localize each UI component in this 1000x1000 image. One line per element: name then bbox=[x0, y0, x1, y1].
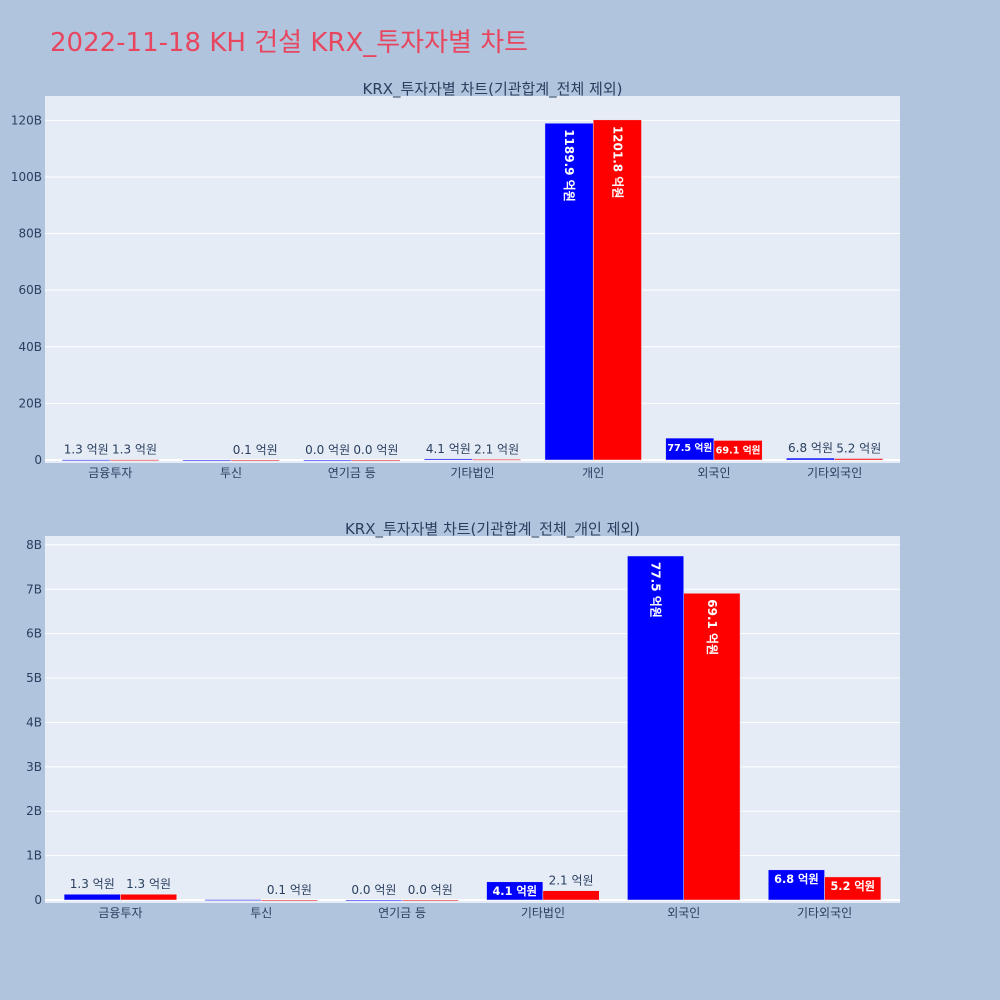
bar bbox=[110, 459, 159, 461]
y-tick-label: 20B bbox=[18, 396, 42, 410]
data-label: 1.3 억원 bbox=[126, 877, 171, 891]
x-tick-label: 개인 bbox=[582, 466, 604, 480]
x-tick-label: 외국인 bbox=[697, 466, 730, 480]
data-label: 1.3 억원 bbox=[64, 443, 109, 457]
data-label: 6.8 억원 bbox=[788, 441, 833, 455]
data-label: 5.2 억원 bbox=[830, 879, 875, 893]
chart-2: 0 1B 2B 3B 4B 5B 6B 7B 8B KRX_투자자별 차트(기관합계_전체_개인 … bbox=[26, 520, 900, 920]
x-tick-label: 금융투자 bbox=[98, 906, 142, 920]
data-label: 1201.8 억원 bbox=[610, 126, 624, 199]
data-label: 5.2 억원 bbox=[836, 442, 881, 456]
bar bbox=[542, 890, 600, 901]
bar bbox=[120, 893, 177, 901]
y-tick-label: 0 bbox=[34, 453, 42, 467]
data-label: 2.1 억원 bbox=[549, 874, 594, 888]
data-label: 4.1 억원 bbox=[492, 884, 537, 898]
y-tick-label: 0 bbox=[34, 893, 42, 907]
x-tick-label: 투신 bbox=[250, 906, 272, 920]
data-label: 69.1 억원 bbox=[716, 444, 761, 456]
x-tick-label: 금융투자 bbox=[88, 466, 132, 480]
plot-area bbox=[45, 536, 900, 903]
data-label: 77.5 억원 bbox=[667, 442, 712, 454]
bar bbox=[423, 458, 473, 461]
chart-1: 0 20B 40B 60B 80B 100B 120B KRX_투자자별 차트(기관합계_전체… bbox=[11, 80, 900, 480]
data-label: 1.3 억원 bbox=[70, 877, 115, 891]
y-tick-label: 5B bbox=[26, 671, 42, 685]
chart-title: KRX_투자자별 차트(기관합계_전체_개인 제외) bbox=[345, 520, 640, 539]
bar bbox=[627, 555, 685, 901]
data-label: 0.1 억원 bbox=[267, 883, 312, 897]
y-tick-label: 6B bbox=[26, 627, 42, 641]
x-tick-label: 기타외국인 bbox=[797, 906, 852, 920]
bar bbox=[834, 458, 884, 461]
y-tick-label: 100B bbox=[11, 170, 42, 184]
bar bbox=[824, 876, 882, 901]
x-tick-label: 연기금 등 bbox=[378, 906, 426, 920]
x-tick-label: 연기금 등 bbox=[328, 466, 376, 480]
y-tick-label: 1B bbox=[26, 849, 42, 863]
bar bbox=[303, 459, 353, 462]
y-tick-label: 8B bbox=[26, 538, 42, 552]
y-tick-label: 80B bbox=[18, 227, 42, 241]
data-label: 4.1 억원 bbox=[426, 442, 471, 456]
x-tick-label: 투신 bbox=[220, 466, 242, 480]
data-label: 1189.9 억원 bbox=[562, 129, 576, 202]
bar bbox=[230, 459, 280, 462]
chart-title: KRX_투자자별 차트(기관합계_전체 제외) bbox=[363, 80, 623, 99]
bar bbox=[345, 899, 403, 902]
data-label: 69.1 억원 bbox=[705, 599, 719, 655]
bar bbox=[63, 893, 121, 901]
y-tick-label: 4B bbox=[26, 715, 42, 729]
bar bbox=[61, 459, 111, 461]
bar bbox=[592, 119, 642, 461]
y-tick-label: 120B bbox=[11, 113, 42, 127]
data-label: 1.3 억원 bbox=[112, 443, 157, 457]
bar bbox=[713, 440, 763, 461]
y-tick-label: 2B bbox=[26, 804, 42, 818]
x-tick-label: 기타법인 bbox=[521, 906, 565, 920]
bar bbox=[261, 899, 318, 902]
bar bbox=[544, 122, 594, 461]
x-tick-label: 기타외국인 bbox=[807, 466, 862, 480]
data-label: 0.0 억원 bbox=[351, 883, 396, 897]
data-label: 0.0 억원 bbox=[353, 443, 398, 457]
plot-area bbox=[45, 96, 900, 463]
y-tick-label: 7B bbox=[26, 582, 42, 596]
y-tick-label: 40B bbox=[18, 340, 42, 354]
y-tick-label: 60B bbox=[18, 283, 42, 297]
bar bbox=[401, 899, 459, 902]
data-label: 0.1 억원 bbox=[233, 443, 278, 457]
y-tick-label: 3B bbox=[26, 760, 42, 774]
bar bbox=[683, 593, 741, 901]
x-tick-label: 기타법인 bbox=[450, 466, 494, 480]
bar bbox=[204, 899, 262, 901]
bar bbox=[472, 459, 522, 461]
x-tick-label: 외국인 bbox=[667, 906, 700, 920]
page-title: 2022-11-18 KH 건설 KRX_투자자별 차트 bbox=[50, 28, 529, 58]
bar bbox=[351, 459, 401, 462]
data-label: 77.5 억원 bbox=[649, 562, 663, 618]
data-label: 0.0 억원 bbox=[305, 443, 350, 457]
bar bbox=[182, 459, 232, 462]
bar bbox=[768, 869, 825, 901]
bar bbox=[786, 457, 835, 461]
data-label: 0.0 억원 bbox=[408, 883, 453, 897]
data-label: 6.8 억원 bbox=[774, 872, 819, 886]
data-label: 2.1 억원 bbox=[474, 442, 519, 456]
